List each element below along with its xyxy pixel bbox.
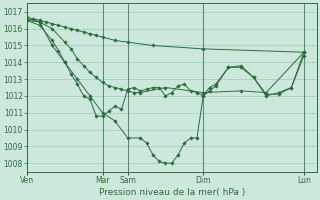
X-axis label: Pression niveau de la mer( hPa ): Pression niveau de la mer( hPa ) <box>99 188 245 197</box>
